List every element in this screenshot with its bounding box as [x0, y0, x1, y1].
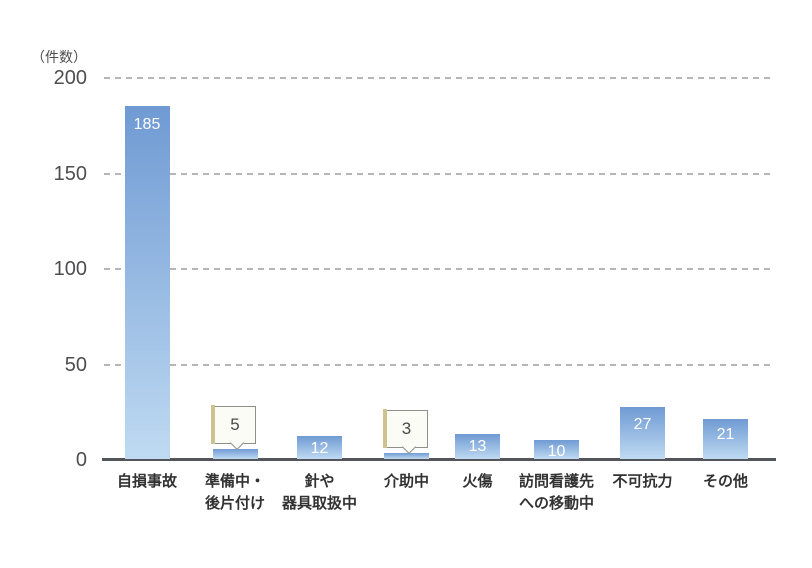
bar-value-label: 12	[310, 439, 329, 457]
value-callout: 5	[214, 406, 256, 451]
callout-pointer	[401, 440, 416, 455]
y-axis-unit-label: （件数）	[31, 49, 87, 65]
x-axis-line	[102, 458, 776, 461]
bar-5: 13	[455, 434, 500, 459]
y-tick-label-200: 200	[53, 67, 87, 89]
callout-pointer	[229, 436, 245, 451]
bar-value-label: 185	[133, 115, 161, 133]
category-label-line: その他	[702, 473, 748, 490]
category-label: 火傷	[418, 471, 538, 493]
category-label: 不可抗力	[583, 471, 703, 493]
category-label-line: 火傷	[462, 473, 493, 490]
y-tick-label-150: 150	[53, 162, 87, 185]
category-label-line: 器具取扱中	[281, 495, 357, 512]
category-label-line: 後片付け	[204, 495, 265, 512]
gridline-200	[104, 77, 773, 79]
bar-1: 185	[124, 105, 170, 459]
category-label-line: への移動中	[518, 495, 594, 512]
bar-value-label: 27	[633, 416, 652, 434]
category-label: その他	[666, 471, 786, 493]
y-tick-label-0: 0	[75, 449, 87, 471]
callout-value-label: 3	[401, 419, 412, 439]
category-label: 訪問看護先への移動中	[497, 471, 617, 515]
category-label-line: 介助中	[383, 473, 429, 490]
category-label-line: 自損事故	[116, 473, 177, 490]
bar-4	[384, 453, 429, 459]
y-tick-label-100: 100	[53, 258, 87, 280]
bar-value-label: 10	[547, 443, 566, 461]
bar-3: 12	[297, 436, 342, 459]
bar-value-label: 21	[716, 425, 735, 443]
category-label: 自損事故	[87, 471, 207, 493]
plot-area: 185 5 12 3 13 10 27 21	[102, 77, 776, 461]
value-callout: 3	[385, 410, 428, 455]
bar-6: 10	[534, 439, 579, 461]
y-tick-label-50: 50	[64, 353, 87, 376]
category-label: 準備中・ 後片付け	[175, 471, 295, 515]
gridline-150	[104, 172, 773, 175]
category-label: 介助中	[347, 471, 467, 493]
category-label: 針や 器具取扱中	[260, 471, 380, 515]
bar-8: 21	[703, 418, 748, 459]
category-label-line: 針や	[304, 473, 335, 490]
gridline-50	[104, 363, 773, 366]
category-label-line: 訪問看護先	[518, 473, 594, 490]
bar-value-label: 13	[468, 438, 487, 456]
gridline-100	[104, 268, 773, 270]
category-label-line: 準備中・	[204, 473, 265, 490]
bar-7: 27	[620, 407, 665, 459]
bar-2	[212, 449, 258, 459]
callout-value-label: 5	[230, 415, 240, 435]
category-label-line: 不可抗力	[612, 473, 673, 490]
